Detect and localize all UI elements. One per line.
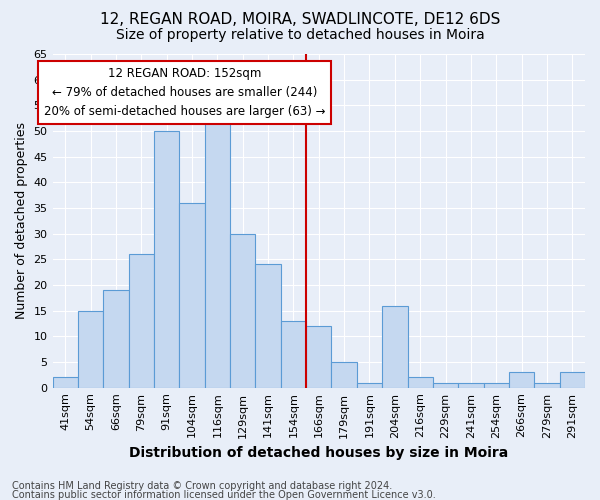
Bar [205,116,230,388]
X-axis label: Distribution of detached houses by size in Moira: Distribution of detached houses by size … [129,446,508,460]
Text: Contains HM Land Registry data © Crown copyright and database right 2024.: Contains HM Land Registry data © Crown c… [12,481,392,491]
Bar [154,131,179,388]
Bar [78,310,103,388]
Bar [281,321,306,388]
Bar [103,290,128,388]
Bar [382,306,407,388]
Bar [331,362,357,388]
Y-axis label: Number of detached properties: Number of detached properties [15,122,28,320]
Bar [484,382,509,388]
Text: 12, REGAN ROAD, MOIRA, SWADLINCOTE, DE12 6DS: 12, REGAN ROAD, MOIRA, SWADLINCOTE, DE12… [100,12,500,28]
Bar [534,382,560,388]
Bar [179,203,205,388]
Bar [560,372,585,388]
Bar [407,378,433,388]
Bar [256,264,281,388]
Bar [509,372,534,388]
Bar [458,382,484,388]
Bar [53,378,78,388]
Bar [306,326,331,388]
Bar [433,382,458,388]
Bar [230,234,256,388]
Text: 12 REGAN ROAD: 152sqm
← 79% of detached houses are smaller (244)
20% of semi-det: 12 REGAN ROAD: 152sqm ← 79% of detached … [44,67,325,118]
Bar [128,254,154,388]
Text: Contains public sector information licensed under the Open Government Licence v3: Contains public sector information licen… [12,490,436,500]
Text: Size of property relative to detached houses in Moira: Size of property relative to detached ho… [116,28,484,42]
Bar [357,382,382,388]
